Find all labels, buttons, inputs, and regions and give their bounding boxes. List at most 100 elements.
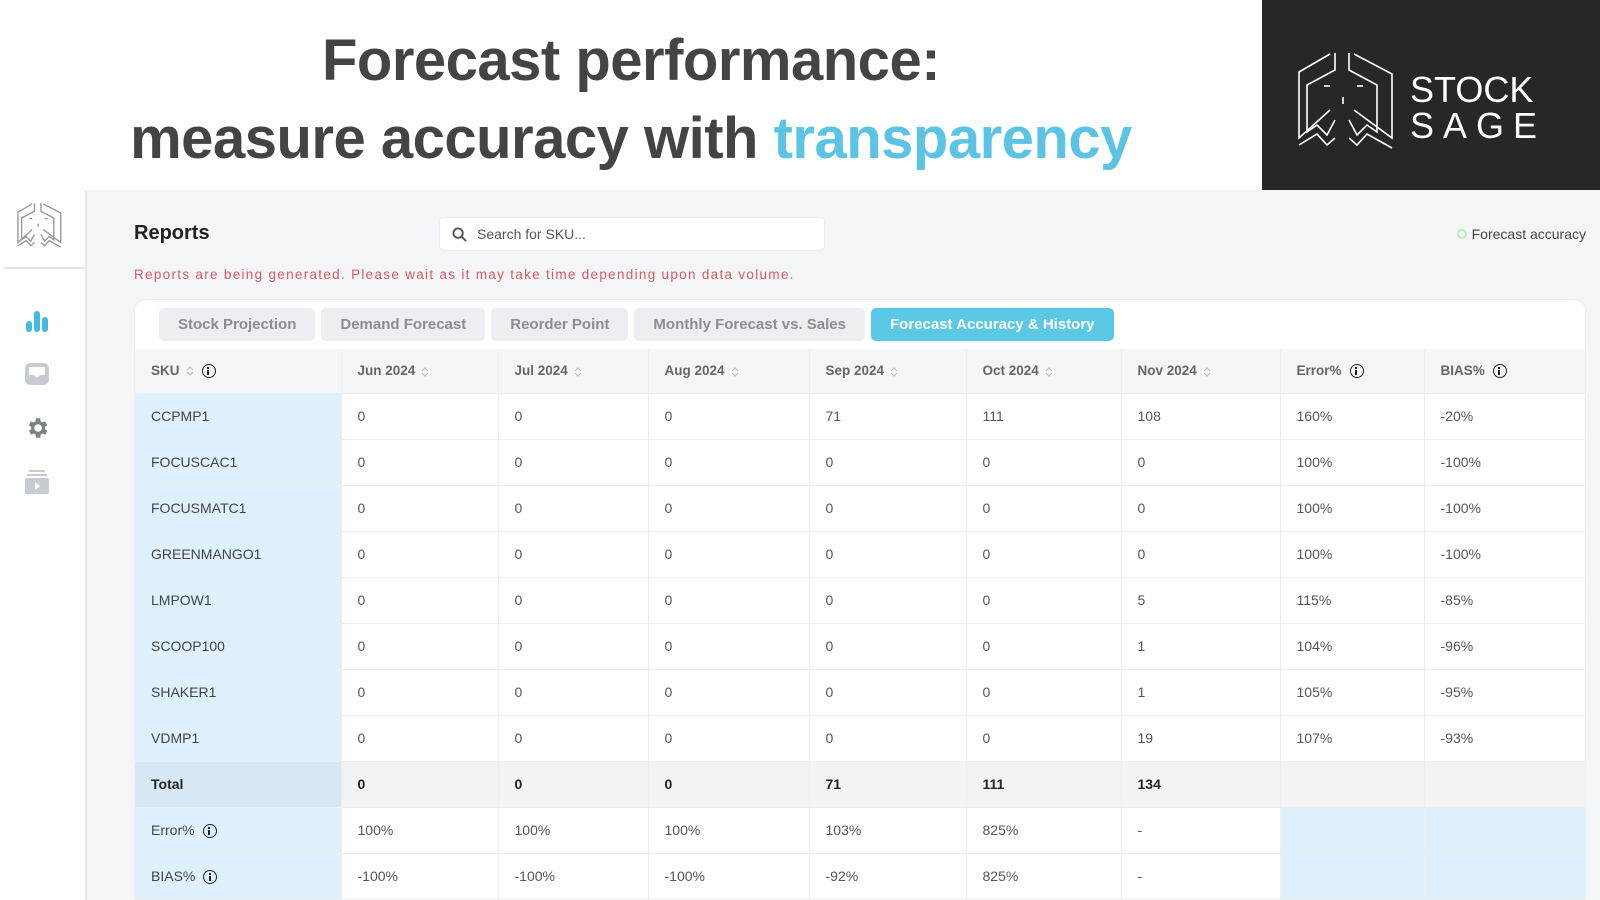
bias-summary-cell: - <box>1121 853 1281 900</box>
info-icon[interactable] <box>202 824 217 839</box>
error-cell: 160% <box>1280 393 1425 440</box>
headline-line-2: measure accuracy with transparency <box>0 100 1262 178</box>
bias-summary-row: BIAS% -100% -100% -100% -92% 825% - <box>135 853 1585 900</box>
col-header-aug-2024[interactable]: Aug 2024 <box>648 349 810 394</box>
sidebar-item-settings[interactable] <box>22 413 52 443</box>
value-cell: 0 <box>809 531 967 578</box>
value-cell: 0 <box>966 531 1122 578</box>
app-window: Reports Forecast accuracy Reports are be… <box>0 190 1600 900</box>
forecast-accuracy-table: SKU Jun 2024 Jul 2024 Aug 2024 Sep 2024 … <box>135 349 1585 900</box>
sku-cell: FOCUSMATC1 <box>135 485 342 532</box>
tab-stock-projection[interactable]: Stock Projection <box>159 308 316 341</box>
total-label: Total <box>135 761 342 808</box>
value-cell: 0 <box>809 715 967 762</box>
value-cell: 0 <box>341 577 499 624</box>
total-cell: 71 <box>809 761 967 808</box>
generation-notice: Reports are being generated. Please wait… <box>134 267 795 282</box>
value-cell: 0 <box>498 531 649 578</box>
info-icon[interactable] <box>1492 364 1507 379</box>
bias-cell: -100% <box>1424 485 1585 532</box>
sort-icon[interactable] <box>890 366 898 378</box>
bias-summary-cell: -100% <box>498 853 649 900</box>
table-row: VDMP1 0 0 0 0 0 19 107% -93% <box>135 715 1585 762</box>
error-summary-cell: 100% <box>498 807 649 854</box>
table-row: LMPOW1 0 0 0 0 0 5 115% -85% <box>135 577 1585 624</box>
page-title: Reports <box>134 222 210 244</box>
info-icon[interactable] <box>203 870 218 885</box>
value-cell: 0 <box>648 669 810 716</box>
sidebar-item-reports[interactable] <box>22 306 52 336</box>
headline: Forecast performance: measure accuracy w… <box>0 22 1262 178</box>
sku-search[interactable] <box>439 217 825 251</box>
bias-cell: -100% <box>1424 531 1585 578</box>
error-summary-cell: 100% <box>648 807 810 854</box>
value-cell: 0 <box>341 393 499 440</box>
error-summary-cell: 825% <box>966 807 1122 854</box>
sku-search-input[interactable] <box>477 226 807 242</box>
video-library-icon <box>25 470 49 494</box>
bar-chart-icon <box>26 311 48 332</box>
empty-cell <box>1280 807 1425 854</box>
tab-monthly-forecast-vs-sales[interactable]: Monthly Forecast vs. Sales <box>634 308 865 341</box>
sku-cell: SHAKER1 <box>135 669 342 716</box>
total-cell: 111 <box>966 761 1122 808</box>
legend-dot-icon <box>1456 229 1467 239</box>
col-header-jun-2024[interactable]: Jun 2024 <box>341 349 499 394</box>
inbox-icon <box>25 363 49 385</box>
col-header-sku[interactable]: SKU <box>135 349 342 394</box>
value-cell: 1 <box>1121 623 1281 670</box>
col-header-sep-2024[interactable]: Sep 2024 <box>809 349 967 394</box>
headline-line-2-prefix: measure accuracy with <box>130 106 774 171</box>
sort-icon[interactable] <box>1203 366 1211 378</box>
total-cell: 0 <box>648 761 810 808</box>
value-cell: 0 <box>341 439 499 486</box>
table-header-row: SKU Jun 2024 Jul 2024 Aug 2024 Sep 2024 … <box>135 349 1585 394</box>
sort-icon[interactable] <box>574 366 582 378</box>
app-logo-icon[interactable] <box>16 202 64 248</box>
empty-cell <box>1280 853 1425 900</box>
error-summary-label: Error% <box>135 807 342 854</box>
bias-summary-cell: 825% <box>966 853 1122 900</box>
value-cell: 0 <box>966 669 1122 716</box>
sort-icon[interactable] <box>186 365 194 377</box>
sidebar-item-tutorials[interactable] <box>22 467 52 497</box>
legend-label: Forecast accuracy <box>1471 226 1586 242</box>
bias-summary-cell: -100% <box>341 853 499 900</box>
value-cell: 0 <box>809 623 967 670</box>
report-tabs: Stock Projection Demand Forecast Reorder… <box>159 308 1114 341</box>
col-header-nov-2024[interactable]: Nov 2024 <box>1121 349 1281 394</box>
sku-cell: LMPOW1 <box>135 577 342 624</box>
col-header-jul-2024[interactable]: Jul 2024 <box>498 349 649 394</box>
tab-reorder-point[interactable]: Reorder Point <box>491 308 629 341</box>
bias-summary-cell: -100% <box>648 853 810 900</box>
sort-icon[interactable] <box>1045 366 1053 378</box>
info-icon[interactable] <box>1349 364 1364 379</box>
error-summary-cell: 103% <box>809 807 967 854</box>
value-cell: 0 <box>498 439 649 486</box>
col-header-oct-2024[interactable]: Oct 2024 <box>966 349 1122 394</box>
tab-demand-forecast[interactable]: Demand Forecast <box>321 308 486 341</box>
sort-icon[interactable] <box>421 366 429 378</box>
value-cell: 0 <box>498 623 649 670</box>
bias-cell: -100% <box>1424 439 1585 486</box>
bias-cell: -85% <box>1424 577 1585 624</box>
value-cell: 0 <box>809 577 967 624</box>
value-cell: 0 <box>648 439 810 486</box>
value-cell: 71 <box>809 393 967 440</box>
total-cell: 0 <box>341 761 499 808</box>
value-cell: 0 <box>809 669 967 716</box>
value-cell: 0 <box>966 715 1122 762</box>
sku-cell: FOCUSCAC1 <box>135 439 342 486</box>
value-cell: 5 <box>1121 577 1281 624</box>
value-cell: 0 <box>498 485 649 532</box>
sku-cell: GREENMANGO1 <box>135 531 342 578</box>
sidebar-item-inbox[interactable] <box>22 359 52 389</box>
info-icon[interactable] <box>201 364 216 379</box>
value-cell: 0 <box>1121 439 1281 486</box>
sort-icon[interactable] <box>731 366 739 378</box>
error-cell: 100% <box>1280 531 1425 578</box>
value-cell: 0 <box>648 485 810 532</box>
error-cell: 115% <box>1280 577 1425 624</box>
value-cell: 111 <box>966 393 1122 440</box>
tab-forecast-accuracy-history[interactable]: Forecast Accuracy & History <box>871 308 1114 341</box>
